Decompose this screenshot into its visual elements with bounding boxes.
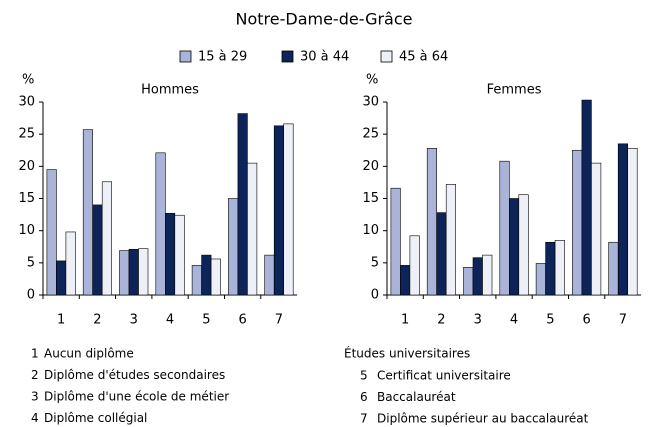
bar: [535, 263, 546, 296]
note-text: Certificat universitaire: [377, 369, 511, 383]
panel-title: Hommes: [141, 83, 199, 98]
legend-swatch: [380, 50, 393, 63]
bar: [264, 254, 275, 296]
bar: [608, 241, 619, 296]
bar: [518, 194, 529, 296]
bar: [554, 240, 565, 296]
panel-title: Femmes: [487, 83, 542, 98]
bar: [572, 149, 583, 296]
x-tick-label: 3: [474, 313, 482, 328]
bar: [463, 267, 474, 296]
note-number: 4: [31, 411, 39, 425]
y-tick-label: 25: [18, 127, 35, 142]
x-tick-label: 2: [93, 313, 101, 328]
bar: [545, 241, 556, 296]
note-header: Études universitaires: [344, 346, 470, 361]
bar: [436, 212, 447, 296]
x-tick-label: 6: [239, 313, 247, 328]
y-axis-label: %: [22, 73, 34, 88]
y-tick-label: 0: [371, 288, 379, 303]
x-tick-label: 4: [510, 313, 518, 328]
x-tick-label: 4: [166, 313, 174, 328]
bar: [65, 231, 76, 296]
chart-title: Notre-Dame-de-Grâce: [236, 10, 413, 29]
bar: [210, 258, 221, 296]
x-tick-label: 7: [275, 313, 283, 328]
bar: [482, 254, 493, 296]
bar: [273, 125, 285, 296]
bar: [400, 265, 411, 296]
note-text: Diplôme d'une école de métier: [44, 390, 229, 404]
bar: [155, 152, 166, 296]
legend-label: 45 à 64: [399, 50, 448, 65]
bar: [508, 198, 520, 296]
bar: [591, 162, 602, 296]
y-tick-label: 30: [18, 95, 35, 110]
bar: [228, 198, 239, 296]
bar: [119, 250, 130, 296]
note-text: Aucun diplôme: [44, 347, 134, 361]
note-text: Baccalauréat: [377, 390, 456, 404]
bar: [82, 129, 93, 296]
x-tick-label: 2: [437, 313, 445, 328]
bar: [237, 113, 248, 296]
bar: [247, 162, 258, 296]
bar: [191, 265, 202, 296]
bar: [101, 181, 112, 296]
bar: [283, 123, 294, 296]
y-tick-label: 10: [362, 223, 379, 238]
x-tick-label: 1: [57, 313, 65, 328]
x-tick-label: 1: [401, 313, 409, 328]
y-tick-label: 20: [18, 159, 35, 174]
bar: [201, 254, 212, 296]
note-number: 1: [31, 347, 39, 361]
y-tick-label: 5: [371, 255, 379, 270]
y-tick-label: 20: [362, 159, 379, 174]
y-tick-label: 30: [362, 95, 379, 110]
bar: [617, 143, 629, 296]
y-tick-label: 15: [18, 191, 35, 206]
x-tick-label: 5: [546, 313, 554, 328]
bar: [138, 248, 149, 296]
y-tick-label: 15: [362, 191, 379, 206]
bar: [46, 169, 57, 296]
bar: [499, 160, 510, 296]
note-number: 6: [360, 390, 368, 404]
x-tick-label: 3: [130, 313, 138, 328]
x-tick-label: 7: [619, 313, 627, 328]
bar: [409, 235, 420, 296]
note-text: Diplôme collégial: [44, 411, 147, 425]
legend-label: 15 à 29: [198, 50, 247, 65]
note-number: 2: [31, 368, 39, 382]
y-tick-label: 0: [27, 288, 35, 303]
x-tick-label: 5: [202, 313, 210, 328]
note-number: 3: [31, 390, 39, 404]
note-text: Diplôme d'études secondaires: [44, 368, 225, 382]
bar: [165, 212, 176, 296]
x-tick-label: 6: [583, 313, 591, 328]
y-tick-label: 25: [362, 127, 379, 142]
bar: [174, 214, 185, 296]
bar: [426, 148, 438, 296]
y-axis-label: %: [366, 73, 378, 88]
bar: [92, 204, 103, 296]
y-tick-label: 5: [27, 255, 35, 270]
bar: [390, 187, 401, 296]
note-number: 7: [360, 412, 368, 426]
bar: [128, 249, 139, 296]
legend-swatch: [281, 50, 294, 63]
note-text: Diplôme supérieur au baccalauréat: [377, 412, 589, 426]
bar: [627, 148, 638, 296]
bar: [445, 184, 457, 296]
y-tick-label: 10: [18, 223, 35, 238]
bar: [472, 257, 483, 296]
bar: [581, 99, 592, 296]
legend-label: 30 à 44: [300, 50, 349, 65]
note-number: 5: [360, 369, 368, 383]
bar: [56, 260, 67, 296]
legend-swatch: [179, 50, 192, 63]
